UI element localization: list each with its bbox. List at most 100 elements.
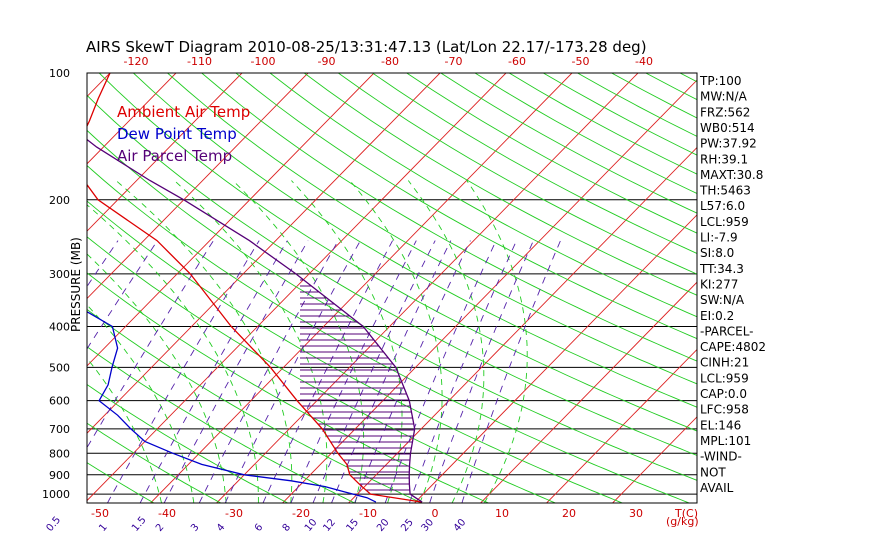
top-temperature-tick: -60 [508,55,526,68]
mixing-ratio-line [163,240,309,503]
isotherm-line [612,416,697,503]
index-entry: LFC:958 [700,403,749,417]
dry-adiabat-line [87,94,697,456]
moist-adiabat-line [87,253,227,503]
mixing-ratio-line [331,240,452,503]
index-entry: LCL:959 [700,371,749,385]
dry-adiabat-line [508,73,697,175]
pressure-tick-label: 200 [49,194,70,207]
isotherm-line [480,281,697,503]
dry-adiabat-line [201,73,697,362]
mixing-ratio-label: 0.5 [44,515,63,534]
top-temperature-tick: -40 [635,55,653,68]
bottom-temperature-tick: -50 [91,507,109,520]
moist-adiabat-line [349,180,443,503]
dry-adiabat-line [98,73,697,432]
mixing-ratio-line [139,240,288,503]
index-entry: MPL:101 [700,434,751,448]
dry-adiabat-line [87,462,155,503]
mixing-ratio-label: 6 [253,522,266,534]
top-temperature-tick: -90 [318,55,336,68]
bottom-temperature-tick: 20 [562,507,576,520]
ambient-temp-curve [87,73,423,503]
chart-title: AIRS SkewT Diagram 2010-08-25/13:31:47.1… [86,38,647,56]
mixing-ratio-label: 12 [321,517,338,534]
top-temperature-tick: -100 [251,55,276,68]
mixing-ratio-line [107,240,260,503]
index-entry: EI:0.2 [700,309,734,323]
index-entry: EL:146 [700,418,741,432]
index-entry: TP:100 [699,74,742,88]
mixing-ratio-label: 25 [399,517,416,534]
dry-adiabat-line [269,73,697,318]
pressure-tick-label: 500 [49,361,70,374]
bottom-temperature-tick: 30 [629,507,643,520]
dry-adiabat-line [87,236,556,503]
mixing-ratio-label: 40 [452,517,469,534]
index-entry: CINH:21 [700,356,749,370]
isotherm-line [414,214,697,503]
index-entry: TH:5463 [699,184,751,198]
dry-adiabat-line [87,346,355,503]
dry-adiabat-line [748,73,870,503]
index-entry: SI:8.0 [700,246,734,260]
legend-dew-point-temp: Dew Point Temp [117,125,237,143]
sounding-curves [87,73,423,503]
mixing-ratio-label: 20 [375,517,392,534]
dry-adiabat-line [87,384,289,503]
dry-adiabat-line [87,200,623,503]
mixing-ratio-label: 3 [189,522,202,534]
isotherm-line [87,73,177,165]
dry-adiabat-line [87,422,222,503]
legend: Ambient Air Temp Dew Point Temp Air Parc… [117,103,250,165]
mixing-ratio-label: 1 [97,522,110,534]
mixing-ratio-line [290,240,417,503]
mixing-ratio-label: 8 [281,522,294,534]
isotherm-line [87,73,243,232]
bottom-temperature-tick: -40 [158,507,176,520]
mixing-ratio-label: 2 [154,522,167,534]
isotherm-line [348,146,697,503]
isotherm-line [87,73,309,300]
moist-adiabat-line [115,180,293,503]
cape-hatching [300,129,423,491]
index-entry: SW:N/A [700,293,745,307]
index-entry: TT:34.3 [699,262,744,276]
dry-adiabat-line [87,164,690,503]
index-entry: KI:277 [700,278,738,292]
dry-adiabat-line [87,308,422,503]
moist-adiabat-line [87,304,195,503]
bottom-temperature-tick: -20 [292,507,310,520]
pressure-tick-label: 900 [49,469,70,482]
dry-adiabat-line [167,73,697,385]
mixing-ratio-label: 4 [215,522,228,534]
legend-air-parcel-temp: Air Parcel Temp [117,147,232,165]
isotherm-line [87,73,375,367]
isotherm-line [150,73,573,503]
pressure-tick-label: 400 [49,321,70,334]
legend-ambient-air-temp: Ambient Air Temp [117,103,250,121]
index-entry: PW:37.92 [700,137,757,151]
top-temperature-tick: -80 [381,55,399,68]
index-entry: NOT [700,465,726,479]
dry-adiabat-line [372,73,697,254]
index-entry: AVAIL [700,481,734,495]
moist-adiabat-line [407,180,485,503]
index-entry: MAXT:30.8 [700,168,763,182]
bottom-temperature-tick: 0 [432,507,439,520]
mixing-ratio-line [262,240,393,503]
mixing-ratio-unit: (g/kg) [666,515,699,528]
top-temperature-tick: -120 [124,55,149,68]
top-temperature-tick: -70 [445,55,463,68]
bottom-temperature-tick: 10 [495,507,509,520]
mixing-ratio-line [87,240,214,449]
mixing-ratio-line [408,240,517,503]
x-axis-label: T(C) [674,507,698,520]
mixing-ratio-line [312,240,436,503]
index-entry: CAPE:4802 [700,340,766,354]
dry-adiabat-line [0,73,20,503]
index-entry: LI:-7.9 [700,231,738,245]
